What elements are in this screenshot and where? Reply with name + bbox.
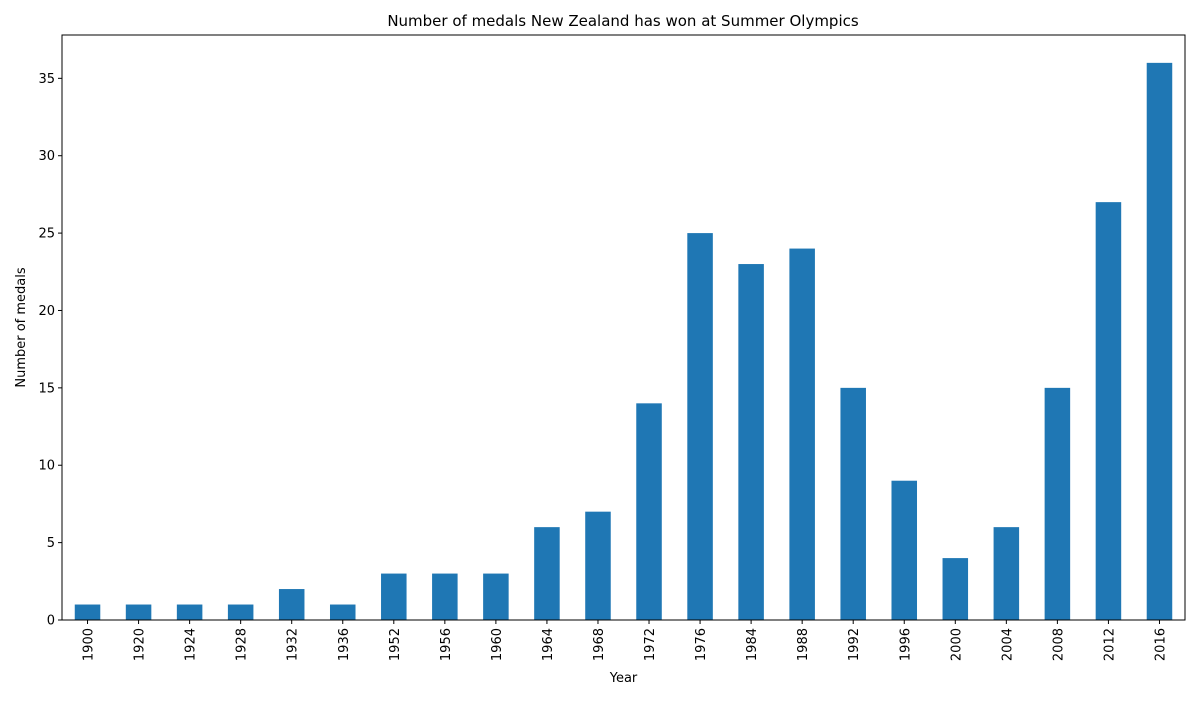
x-tick-label: 1992 <box>847 628 862 661</box>
bar-1984 <box>738 264 764 620</box>
bar-1956 <box>432 573 458 620</box>
y-tick-label: 30 <box>38 149 55 164</box>
y-axis-label: Number of medals <box>14 267 29 388</box>
y-tick-label: 20 <box>38 304 55 319</box>
x-axis: 1900 1920 1924 1928 1932 1936 1952 1956 1960 1964… <box>82 620 1168 661</box>
bar-1968 <box>585 511 611 620</box>
x-tick-label: 1976 <box>694 628 709 661</box>
bar-1952 <box>381 573 407 620</box>
bar-1960 <box>483 573 509 620</box>
x-axis-label: Year <box>609 671 638 686</box>
y-tick-label: 15 <box>38 381 55 396</box>
bar-2004 <box>993 527 1020 620</box>
x-tick-label: 1964 <box>541 628 556 661</box>
plot-frame <box>61 34 1186 621</box>
x-tick-label: 2000 <box>949 628 964 661</box>
y-tick-label: 35 <box>38 72 55 87</box>
bar-1928 <box>227 604 254 620</box>
x-tick-label: 1996 <box>898 628 913 661</box>
y-axis: 0 5 10 15 20 25 30 35 <box>38 72 62 629</box>
y-tick-label: 10 <box>38 459 55 474</box>
bar-2012 <box>1095 202 1122 620</box>
bar-1996 <box>891 480 918 620</box>
x-tick-label: 1968 <box>592 628 607 661</box>
x-tick-label: 1956 <box>439 628 454 661</box>
x-tick-label: 2016 <box>1153 628 1168 661</box>
bar-1964 <box>534 527 560 620</box>
bar-1920 <box>125 604 152 620</box>
x-tick-label: 1920 <box>133 628 148 661</box>
x-tick-label: 1932 <box>286 628 301 661</box>
y-tick-label: 5 <box>47 536 55 551</box>
bar-1936 <box>329 604 356 620</box>
x-tick-label: 1952 <box>388 628 403 661</box>
x-tick-label: 1936 <box>337 628 352 661</box>
bar-1972 <box>636 403 662 620</box>
x-tick-label: 1960 <box>490 628 505 661</box>
x-tick-label: 2004 <box>1000 628 1015 661</box>
x-tick-label: 1928 <box>235 628 250 661</box>
y-tick-label: 0 <box>47 614 55 629</box>
bar-1924 <box>176 604 203 620</box>
bars-layer <box>74 62 1173 621</box>
y-tick-label: 25 <box>38 227 55 242</box>
bar-1900 <box>74 604 101 620</box>
chart-title: Number of medals New Zealand has won at … <box>387 12 859 30</box>
bar-1976 <box>687 233 713 620</box>
x-tick-label: 2012 <box>1102 628 1117 661</box>
bar-2000 <box>942 558 969 620</box>
x-tick-label: 1924 <box>184 628 199 661</box>
bar-1988 <box>789 248 815 621</box>
x-tick-label: 1988 <box>796 628 811 661</box>
bar-1992 <box>840 387 866 620</box>
bar-1932 <box>278 589 305 620</box>
bar-2008 <box>1044 387 1071 620</box>
x-tick-label: 1972 <box>643 628 658 661</box>
x-tick-label: 1984 <box>745 628 760 661</box>
x-tick-label: 1900 <box>82 628 97 661</box>
x-tick-label: 2008 <box>1051 628 1066 661</box>
bar-2016 <box>1146 62 1173 621</box>
